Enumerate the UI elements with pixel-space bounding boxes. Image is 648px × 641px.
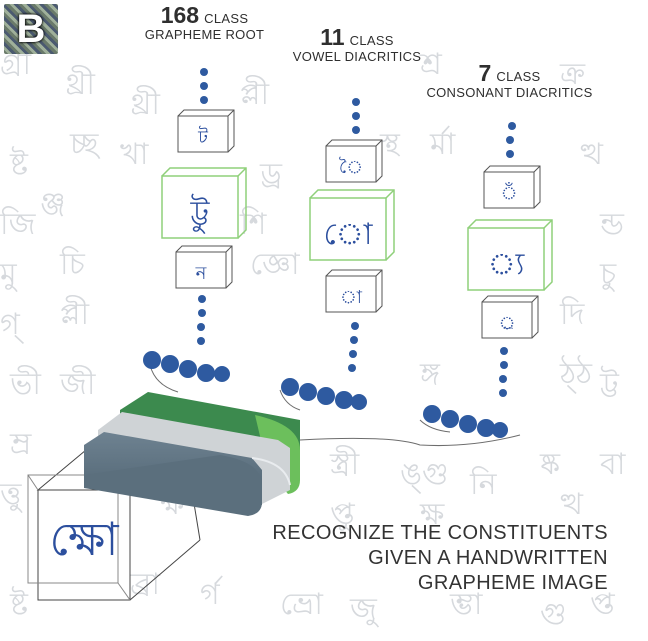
caption: RECOGNIZE THE CONSTITUENTS GIVEN A HANDW… bbox=[248, 521, 608, 596]
input-grapheme-glyph: ক্ষো bbox=[49, 512, 119, 566]
caption-line-1: RECOGNIZE THE CONSTITUENTS bbox=[272, 522, 608, 544]
consonant-diacritics-class-word: CLASS bbox=[496, 69, 541, 84]
vertical-dots bbox=[197, 68, 516, 397]
root-top-glyph: ট bbox=[197, 126, 209, 148]
consonant-diacritics-label: CONSONANT DIACRITICS bbox=[426, 85, 593, 101]
root-dots-horizontal bbox=[143, 351, 230, 382]
vowel-bottom-glyph: া bbox=[340, 287, 363, 308]
root-box-top bbox=[177, 109, 235, 153]
consonant-box-main bbox=[467, 219, 553, 291]
vowel-diacritics-count: 11 bbox=[320, 24, 345, 50]
grapheme-root-heading: 168 CLASS GRAPHEME ROOT bbox=[132, 2, 277, 43]
consonant-bottom-glyph: ্র bbox=[499, 313, 516, 334]
consonant-box-top bbox=[483, 165, 541, 209]
consonant-main-glyph: ্য bbox=[488, 247, 526, 282]
consonant-diacritics-heading: 7 CLASS CONSONANT DIACRITICS bbox=[412, 60, 607, 101]
consonant-top-glyph: ঁ bbox=[501, 183, 518, 204]
root-box-bottom bbox=[175, 245, 233, 289]
grapheme-root-class-word: CLASS bbox=[204, 11, 249, 26]
vowel-main-glyph: ো bbox=[324, 217, 374, 252]
root-box-main bbox=[161, 167, 247, 239]
vowel-diacritics-heading: 11 CLASS VOWEL DIACRITICS bbox=[282, 24, 432, 65]
vowel-top-glyph: ৈ bbox=[339, 157, 363, 178]
panel-label-logo: B bbox=[4, 4, 58, 54]
grapheme-root-count: 168 bbox=[160, 2, 200, 28]
vowel-diacritics-label: VOWEL DIACRITICS bbox=[292, 49, 422, 65]
consonant-diacritics-count: 7 bbox=[478, 60, 492, 86]
root-main-glyph: ট্টু bbox=[190, 194, 211, 234]
vowel-box-bottom bbox=[325, 269, 383, 313]
vowel-box-top bbox=[325, 139, 383, 183]
consonant-box-bottom bbox=[481, 295, 539, 339]
vowel-diacritics-class-word: CLASS bbox=[349, 33, 394, 48]
caption-line-2: GIVEN A HANDWRITTEN bbox=[368, 547, 608, 569]
grapheme-root-label: GRAPHEME ROOT bbox=[144, 27, 265, 43]
encoder-block bbox=[84, 392, 300, 516]
vowel-dots-horizontal bbox=[281, 378, 367, 410]
input-image-box bbox=[27, 429, 201, 601]
root-bottom-glyph: ন bbox=[195, 263, 207, 284]
panel-label-letter: B bbox=[16, 6, 46, 51]
consonant-dots-horizontal bbox=[423, 405, 508, 438]
caption-line-3: GRAPHEME IMAGE bbox=[417, 572, 608, 594]
vowel-box-main bbox=[309, 189, 395, 261]
